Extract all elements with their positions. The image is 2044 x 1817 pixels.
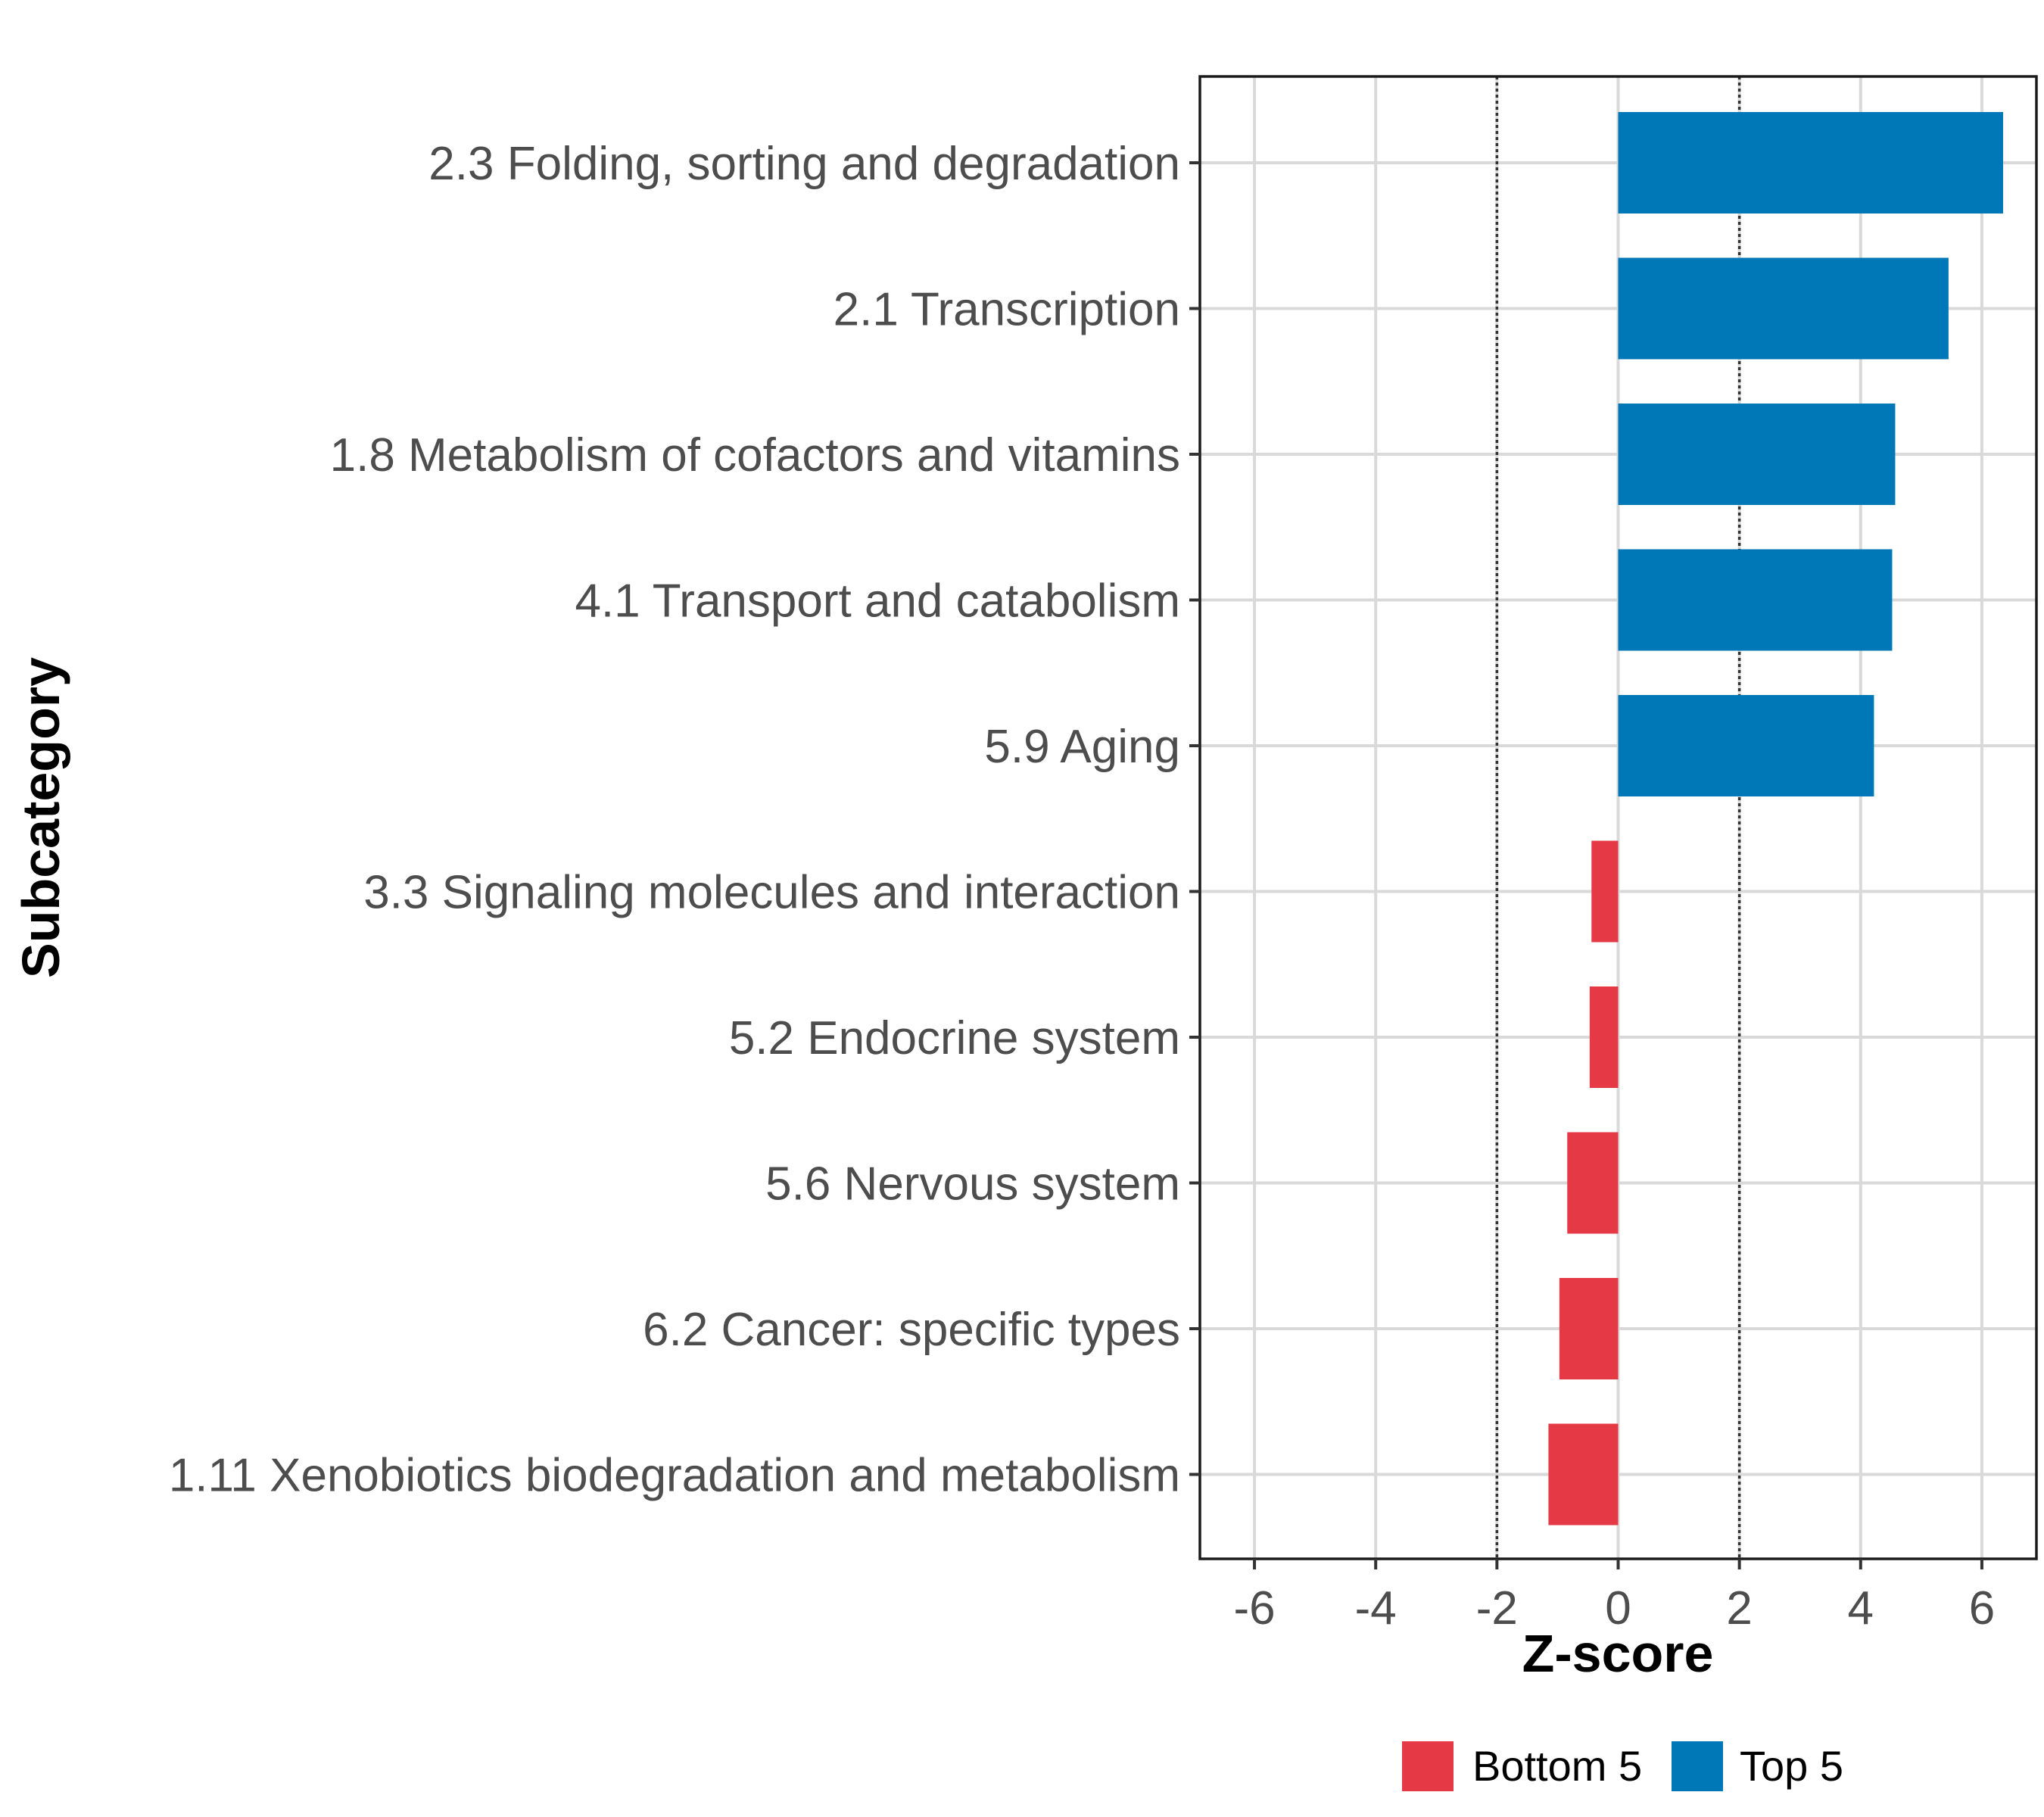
reference-lines [1495, 76, 1741, 1559]
y-axis-ticks: 2.3 Folding, sorting and degradation 2.1 … [169, 138, 1200, 1502]
y-tick-label: 5.6 Nervous system [765, 1158, 1180, 1211]
legend-label-bottom-5: Bottom 5 [1472, 1742, 1642, 1790]
bar-3-3-signaling-molecules-and-interaction [1591, 840, 1619, 943]
y-tick-label: 2.1 Transcription [833, 284, 1180, 336]
legend-swatch-top-5 [1672, 1741, 1723, 1791]
legend-swatch-bottom-5 [1402, 1741, 1454, 1791]
x-tick-label: 0 [1605, 1582, 1631, 1635]
x-tick-label: 6 [1969, 1582, 1995, 1635]
bar-5-6-nervous-system [1567, 1132, 1619, 1234]
y-tick-label: 3.3 Signaling molecules and interaction [363, 867, 1180, 919]
bar-1-11-xenobiotics-biodegradation-and-metabolism [1548, 1423, 1619, 1526]
bar-2-3-folding-sorting-and-degradation [1618, 112, 2003, 213]
y-tick-label: 6.2 Cancer: specific types [643, 1304, 1180, 1356]
y-tick-label: 2.3 Folding, sorting and degradation [428, 138, 1180, 190]
y-tick-label: 4.1 Transport and catabolism [575, 575, 1180, 628]
y-axis-title: Subcategory [11, 657, 70, 978]
x-tick-label: 2 [1726, 1582, 1752, 1635]
y-tick-label: 1.8 Metabolism of cofactors and vitamins [330, 429, 1180, 482]
x-tick-label: -6 [1233, 1582, 1275, 1635]
bar-5-9-aging [1618, 695, 1874, 796]
bar-6-2-cancer-specific-types [1559, 1278, 1619, 1379]
x-tick-label: 4 [1848, 1582, 1874, 1635]
y-tick-label: 5.2 Endocrine system [729, 1012, 1180, 1064]
x-axis-title: Z-score [1522, 1624, 1714, 1683]
bars [1548, 112, 2003, 1526]
y-tick-label: 5.9 Aging [984, 721, 1180, 773]
x-axis-ticks: -6 -4 -2 0 2 4 6 [1233, 1559, 1995, 1635]
x-tick-label: -4 [1355, 1582, 1397, 1635]
x-tick-label: -2 [1476, 1582, 1518, 1635]
y-tick-label: 1.11 Xenobiotics biodegradation and meta… [169, 1450, 1180, 1502]
legend: Bottom 5 Top 5 [1402, 1741, 1843, 1791]
bar-2-1-transcription [1618, 257, 1949, 360]
bar-5-2-endocrine-system [1589, 986, 1619, 1088]
legend-label-top-5: Top 5 [1740, 1742, 1843, 1790]
bar-4-1-transport-and-catabolism [1618, 549, 1893, 651]
bar-1-8-metabolism-of-cofactors-and-vitamins [1618, 404, 1896, 505]
